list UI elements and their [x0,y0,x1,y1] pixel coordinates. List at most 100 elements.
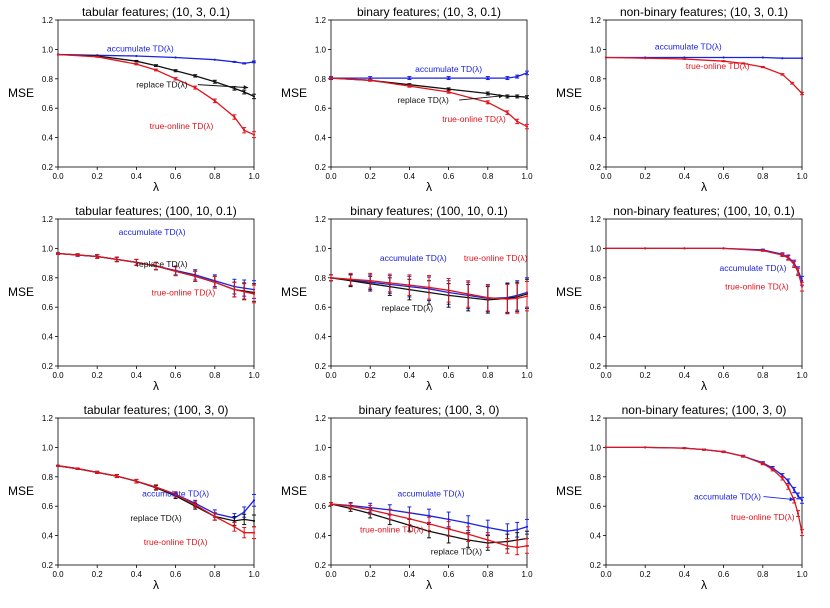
data-point-tol [135,261,138,264]
data-point-rep [213,80,216,83]
y-tick-label: 0.6 [42,104,54,113]
data-point-acc [800,499,804,502]
data-point-tol [369,508,372,511]
x-tick-label: 1.0 [796,172,808,181]
annotation-arrowhead [498,93,504,99]
panel-tabular-100-3-0: tabular features; (100, 3, 0)0.0 0.2 0.4 0.… [8,403,260,592]
y-tick-label: 0.8 [590,274,602,283]
y-tick-label: 0.6 [590,104,602,113]
x-tick-label: 0.0 [600,371,612,380]
y-tick-label: 0.6 [42,502,54,511]
x-axis-label: λ [701,180,707,194]
y-tick-label: 0.2 [42,561,54,570]
annotation-tol: true-online TD(λ) [360,525,424,535]
y-tick-label: 0.4 [42,532,54,541]
plot-frame [330,417,528,566]
data-point-tol [154,485,158,489]
chart-title: tabular features; (100, 3, 0) [84,403,229,417]
y-axis-label: MSE [556,86,582,100]
y-tick-label: 0.6 [315,104,327,113]
data-point-tol [174,77,177,80]
y-tick-label: 0.4 [315,532,327,541]
y-tick-label: 0.2 [315,561,327,570]
data-point-tol [213,281,216,284]
chart-title: binary features; (100, 3, 0) [359,403,500,417]
data-point-acc [408,76,411,80]
y-tick-label: 1.0 [590,443,602,452]
data-point-tol [96,255,99,258]
data-point-tol [516,120,519,123]
x-tick-label: 0.2 [640,172,652,181]
x-tick-label: 0.8 [482,172,494,181]
panel-tabular-10-3-0.1: tabular features; (10, 3, 0.1)0.0 0.2 0.4 0… [8,5,260,194]
data-point-tol [76,467,79,470]
data-point-tol [194,86,197,89]
data-point-acc [787,480,790,483]
data-point-tol [447,289,450,292]
chart-title: non-binary features; (100, 3, 0) [622,403,787,417]
data-point-acc [213,58,216,61]
series-line-rep [57,53,255,97]
series-line-acc [330,503,528,532]
x-tick-label: 0.2 [92,172,104,181]
series-line-tol [330,277,528,300]
data-point-tol [761,65,764,69]
x-axis-label: λ [701,379,707,393]
annotation-tol: true-online TD(λ) [150,121,214,131]
data-point-tol [329,76,333,80]
series-line-acc [330,277,528,300]
data-point-tol [56,53,60,56]
y-tick-label: 0.4 [315,134,327,143]
data-point-tol [154,68,158,72]
data-point-tol [252,531,256,534]
data-point-acc [781,474,784,477]
data-point-rep [174,69,177,72]
data-point-tol [486,538,489,542]
x-tick-label: 0.4 [679,371,691,380]
data-point-tol [115,258,118,261]
data-point-tol [800,531,804,534]
x-tick-label: 1.0 [521,371,533,380]
panel-nonbinary-100-3-0: non-binary features; (100, 3, 0)0.0 0.2 0.… [556,403,808,592]
y-tick-label: 1.0 [590,45,602,54]
series-line-tol [330,77,528,128]
annotation-tol: true-online TD(λ) [725,282,789,292]
data-point-tol [243,290,246,293]
y-tick-label: 0.2 [590,561,602,570]
y-tick-label: 0.4 [590,532,602,541]
x-tick-label: 1.0 [521,570,533,579]
data-point-tol [369,79,372,82]
y-tick-label: 0.4 [590,134,602,143]
data-point-tol [722,450,725,453]
data-point-tol [644,446,647,449]
annotation-tol: true-online TD(λ) [731,512,795,522]
data-point-tol [742,455,745,458]
data-point-acc [506,76,509,80]
data-point-tol [408,85,411,88]
data-point-acc [252,60,256,63]
x-tick-label: 0.2 [365,172,377,181]
data-point-rep [516,95,519,98]
data-point-tol [233,525,236,528]
y-tick-label: 1.2 [42,215,54,224]
data-point-tol [796,270,800,274]
data-point-rep [233,519,236,523]
y-axis-label: MSE [8,285,34,299]
y-tick-label: 1.0 [315,443,327,452]
chart-title: binary features; (100, 10, 0.1) [350,204,507,218]
data-point-tol [174,270,177,273]
data-point-acc [467,522,470,525]
x-tick-label: 0.4 [131,570,143,579]
data-point-tol [781,253,784,257]
annotation-arrow [197,84,249,89]
data-point-tol [722,247,725,250]
x-tick-label: 1.0 [521,172,533,181]
x-tick-label: 0.4 [131,371,143,380]
panel-nonbinary-100-10-0.1: non-binary features; (100, 10, 0.1)0.0 0.… [556,204,808,393]
data-point-rep [486,92,489,95]
data-point-acc [447,76,450,80]
y-tick-label: 0.6 [42,303,54,312]
chart-title: tabular features; (10, 3, 0.1) [82,5,230,19]
